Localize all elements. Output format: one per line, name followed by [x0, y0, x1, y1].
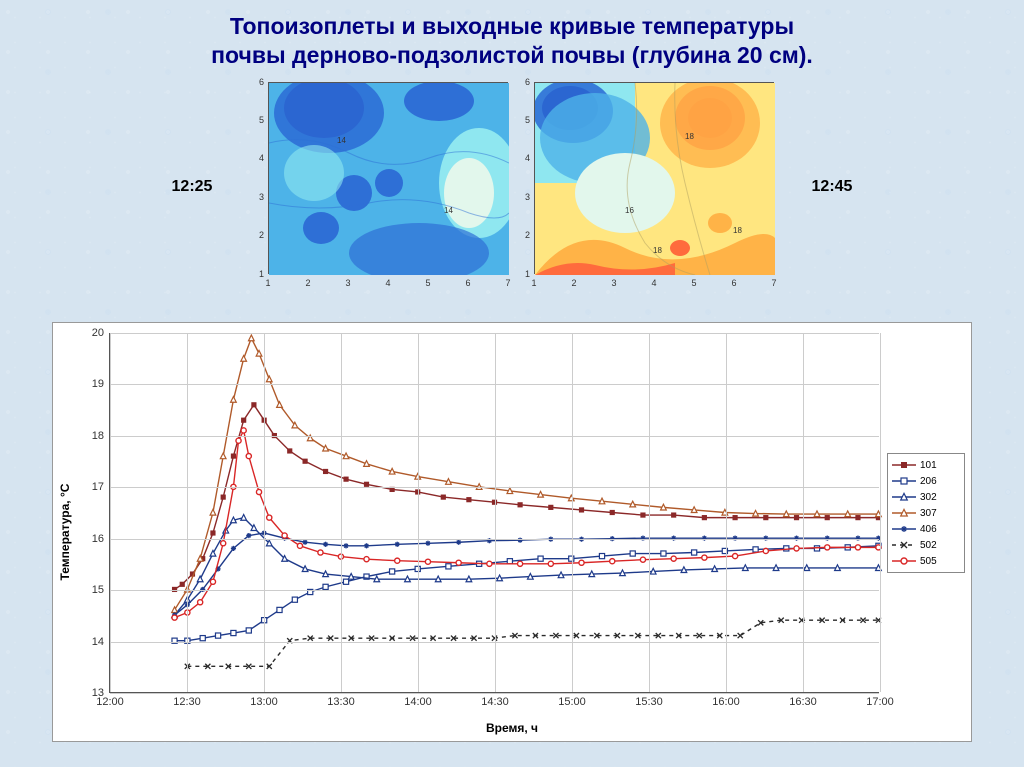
- heatmap-right-xticks: 1234567: [534, 276, 774, 292]
- heatmap-left-plot: 14 14: [268, 82, 508, 274]
- legend-label: 502: [920, 540, 937, 551]
- svg-text:18: 18: [653, 246, 662, 255]
- legend-row-101: 101: [892, 457, 960, 473]
- linechart-ylabel: Температура, °С: [58, 484, 72, 581]
- heatmap-left-panel: 123456 14 14 1234567: [250, 82, 508, 292]
- legend-label: 307: [920, 508, 937, 519]
- legend-row-406: 406: [892, 521, 960, 537]
- linechart-legend: 101 206 302 307 406 502 505: [887, 453, 965, 573]
- heatmap-right-time-label: 12:45: [782, 178, 882, 196]
- title-line-2: почвы дерново-подзолистой почвы (глубина…: [40, 41, 984, 70]
- legend-label: 101: [920, 460, 937, 471]
- heatmap-left-yticks: 123456: [250, 82, 266, 274]
- legend-row-302: 302: [892, 489, 960, 505]
- title-line-1: Топоизоплеты и выходные кривые температу…: [40, 12, 984, 41]
- linechart-panel: 131415161718192012:0012:3013:0013:3014:0…: [52, 322, 972, 742]
- legend-label: 206: [920, 476, 937, 487]
- heatmap-right-panel: 123456 16 18 18 18: [516, 82, 774, 292]
- heatmap-right-plot: 16 18 18 18: [534, 82, 774, 274]
- legend-label: 302: [920, 492, 937, 503]
- svg-text:14: 14: [444, 206, 453, 215]
- heatmap-right-yticks: 123456: [516, 82, 532, 274]
- heatmap-row: 12:25 123456 14 14 1234567: [0, 82, 1024, 292]
- legend-row-206: 206: [892, 473, 960, 489]
- svg-text:18: 18: [733, 226, 742, 235]
- legend-row-505: 505: [892, 553, 960, 569]
- legend-row-502: 502: [892, 537, 960, 553]
- svg-text:18: 18: [685, 132, 694, 141]
- heatmap-left-time-label: 12:25: [142, 178, 242, 196]
- legend-row-307: 307: [892, 505, 960, 521]
- linechart-plot-area: 131415161718192012:0012:3013:0013:3014:0…: [109, 333, 879, 693]
- heatmap-right-svg: 16 18 18 18: [535, 83, 775, 275]
- page-title: Топоизоплеты и выходные кривые температу…: [0, 0, 1024, 78]
- legend-label: 406: [920, 524, 937, 535]
- linechart-xlabel: Время, ч: [486, 721, 538, 735]
- svg-text:16: 16: [625, 206, 634, 215]
- heatmap-left-xticks: 1234567: [268, 276, 508, 292]
- legend-label: 505: [920, 556, 937, 567]
- svg-text:14: 14: [337, 136, 346, 145]
- heatmap-left-svg: 14 14: [269, 83, 509, 275]
